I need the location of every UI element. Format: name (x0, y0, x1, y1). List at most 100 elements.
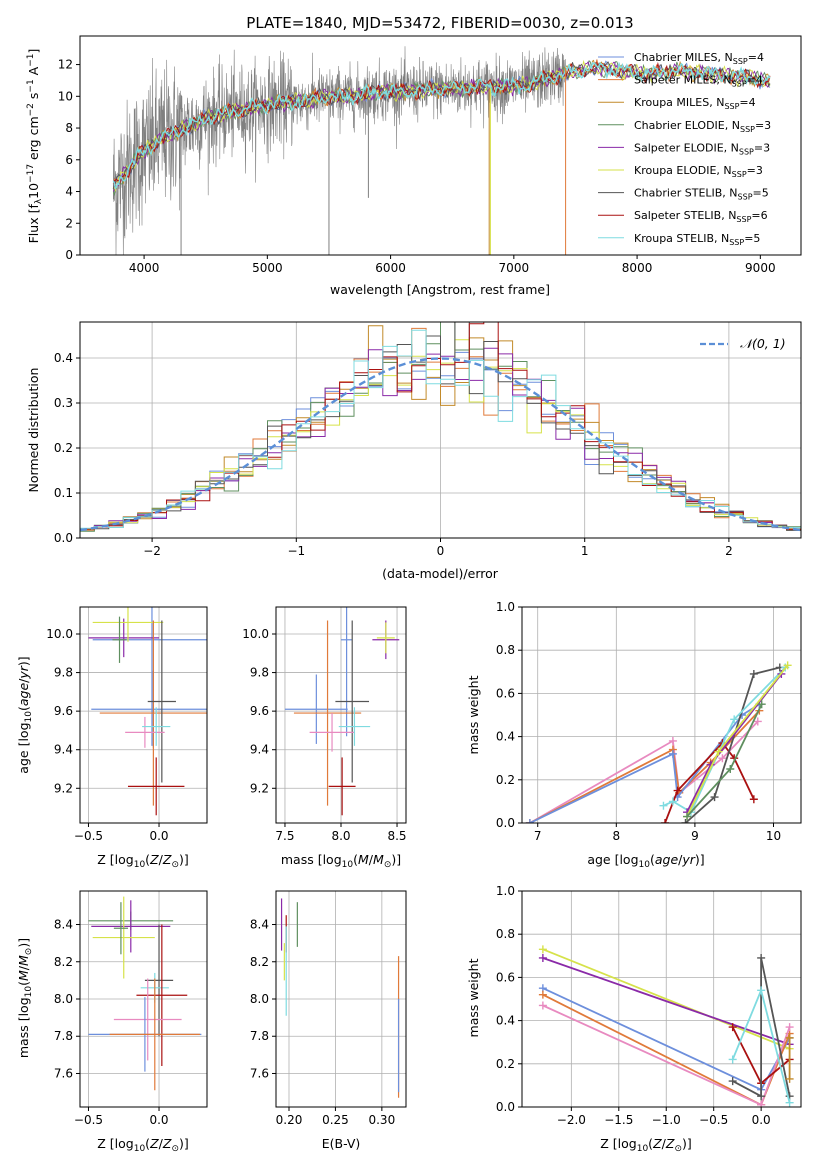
y-tick-label: 10.0 (46, 627, 73, 641)
residuals-ylabel: Normed distribution (26, 368, 41, 493)
legend-entry: Kroupa STELIB, NSSP=5 (634, 232, 760, 247)
legend-text: Kroupa ELODIE, N (634, 164, 732, 177)
spectrum-xlabel: wavelength [Angstrom, rest frame] (330, 282, 550, 297)
x-tick-label: −0.5 (74, 1113, 103, 1127)
y-tick-label: 2 (65, 216, 73, 230)
y-tick-label: 0.4 (496, 730, 515, 744)
weight-point-marker (668, 749, 677, 758)
legend-sub: SSP (732, 80, 747, 89)
y-tick-label: 4 (65, 185, 73, 199)
y-tick-label: 9.8 (250, 666, 269, 680)
plot-area (284, 607, 400, 816)
legend-tail: =4 (748, 51, 764, 64)
age-Z-xlabel: Z [log10(Z/Z⊙)] (97, 852, 189, 870)
axes-frame (79, 890, 208, 1108)
x-tick-label: 0.30 (368, 1113, 395, 1127)
weight-vs-age-panel: 7 8 9 10 0.0 0.2 0.4 0.6 0.8 1.0 (496, 600, 802, 843)
legend-tail: =3 (755, 119, 771, 132)
residual-histogram (80, 322, 801, 532)
legend-text: Kroupa STELIB, N (634, 232, 729, 245)
x-tick-label: 0.20 (276, 1113, 303, 1127)
legend-sub: SSP (732, 170, 747, 179)
axes-frame (79, 35, 802, 256)
model-spectrum (112, 61, 771, 190)
legend-text: Chabrier STELIB, N (634, 187, 738, 200)
weight-point-marker (538, 1001, 547, 1010)
x-tick-label: 0.25 (322, 1113, 349, 1127)
y-tick-label: 0.4 (54, 351, 73, 365)
weight-point-marker (757, 700, 766, 709)
y-tick-label: 8.0 (250, 992, 269, 1006)
axes-frame (521, 890, 802, 1108)
x-tick-label: 6000 (375, 261, 406, 275)
w-age-xlabel: age [log10(age/yr)] (587, 852, 704, 870)
weight-point-marker (730, 715, 739, 724)
weight-point-marker (728, 1055, 737, 1064)
axes-frame (275, 606, 407, 824)
x-tick-label: 0.0 (149, 829, 168, 843)
mass-ebv-xlabel: E(B-V) (322, 1136, 361, 1151)
residual-histogram (80, 322, 801, 530)
y-tick-label: 0.0 (496, 816, 515, 830)
y-tick-label: 0.6 (496, 970, 515, 984)
weight-point-marker (538, 990, 547, 999)
weight-point-marker (757, 986, 766, 995)
age-Z-ylabel: age [log10(age/yr)] (16, 656, 34, 773)
legend-entry: Kroupa MILES, NSSP=4 (634, 96, 756, 111)
weight-point-marker (728, 1023, 737, 1032)
w-Z-ylabel: mass weight (466, 958, 481, 1037)
x-tick-label: −2 (143, 544, 161, 558)
weight-point-marker (714, 747, 723, 756)
legend-text: Salpeter ELODIE, N (634, 141, 739, 154)
residuals-legend: 𝒩(0, 1) (700, 336, 786, 351)
x-tick-label: 8.0 (331, 829, 350, 843)
mass-vs-metallicity-panel: −0.5 0.0 7.6 7.8 8.0 8.2 8.4 (54, 890, 208, 1127)
weight-point-marker (785, 1074, 794, 1083)
model-spectrum (112, 59, 771, 193)
plot-area (88, 607, 207, 816)
y-tick-label: 0.8 (496, 927, 515, 941)
mass-vs-extinction-panel: 0.20 0.25 0.30 7.6 7.8 8.0 8.2 8.4 (250, 890, 407, 1127)
x-tick-label: −1.0 (652, 1113, 681, 1127)
weight-point-marker (785, 1033, 794, 1042)
weight-point-marker (683, 812, 692, 821)
y-tick-label: 9.6 (54, 704, 73, 718)
y-tick-label: 9.4 (250, 743, 269, 757)
y-tick-label: 12 (58, 58, 73, 72)
x-tick-label: 10 (766, 829, 781, 843)
y-tick-label: 8.4 (54, 918, 73, 932)
y-tick-label: 0.2 (496, 1057, 515, 1071)
x-tick-label: −1.5 (604, 1113, 633, 1127)
residual-histogram (80, 329, 801, 529)
y-tick-label: 8 (65, 121, 73, 135)
plot-area (112, 46, 771, 255)
spectrum-title: PLATE=1840, MJD=53472, FIBERID=0030, z=0… (246, 14, 633, 32)
age-vs-metallicity-panel: −0.5 0.0 9.2 9.4 9.6 9.8 10.0 (46, 606, 208, 843)
weight-point-marker (710, 793, 719, 802)
legend-sub: SSP (738, 193, 753, 202)
legend-tail: =3 (747, 164, 763, 177)
weight-vs-metallicity-panel: −2.0 −1.5 −1.0 −0.5 0.0 0.0 0.2 0.4 0.6 0.8 1.0 (496, 884, 802, 1127)
weight-point-marker (726, 765, 735, 773)
y-tick-label: 0.3 (54, 396, 73, 410)
plot-area (525, 661, 792, 823)
y-tick-label: 8.2 (54, 955, 73, 969)
y-tick-label: 9.2 (54, 781, 73, 795)
weight-series-line (732, 957, 791, 1098)
w-Z-xlabel: Z [log10(Z/Z⊙)] (600, 1136, 692, 1154)
axes-frame (79, 321, 802, 539)
y-tick-label: 0.1 (54, 486, 73, 500)
y-tick-label: 9.6 (250, 704, 269, 718)
x-tick-label: 7.5 (275, 829, 294, 843)
weight-point-marker (757, 1100, 766, 1107)
y-tick-label: 7.8 (54, 1029, 73, 1043)
y-tick-label: 8.2 (250, 955, 269, 969)
legend-sub: SSP (729, 238, 744, 247)
legend-entry: Salpeter ELODIE, NSSP=3 (634, 141, 770, 156)
spectrum-panel: 4000 5000 6000 7000 8000 9000 0 2 4 6 8 10 12 (58, 35, 802, 275)
weight-series-line (684, 666, 781, 823)
legend-tail: =3 (754, 141, 770, 154)
x-tick-label: 0.0 (149, 1113, 168, 1127)
y-tick-label: 9.2 (250, 781, 269, 795)
